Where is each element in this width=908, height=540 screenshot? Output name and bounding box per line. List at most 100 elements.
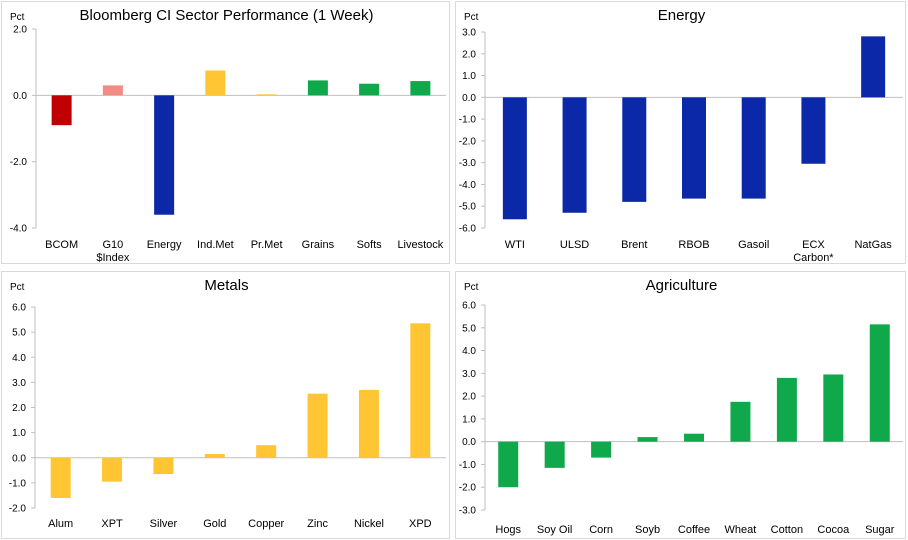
y-tick-label: -2.0 (459, 136, 477, 147)
category-label: Pr.Met (251, 239, 283, 251)
category-label: BCOM (45, 239, 78, 251)
y-tick-label: -3.0 (459, 158, 477, 169)
y-tick-label: 4.0 (12, 353, 26, 364)
category-label: ECX Carbon* (793, 239, 834, 264)
category-label: Coffee (678, 524, 710, 536)
category-label: Gold (203, 518, 226, 530)
sector-performance-chart: Bloomberg CI Sector Performance (1 Week)… (10, 7, 446, 264)
bar-pr-met (256, 94, 277, 96)
bar-ecx-carbon (801, 97, 826, 164)
category-label: Gasoil (738, 239, 769, 251)
category-label: RBOB (678, 239, 709, 251)
category-label: Energy (147, 239, 182, 251)
category-label: Corn (589, 524, 613, 536)
category-label: XPT (101, 518, 123, 530)
y-tick-label: 0.0 (12, 453, 26, 464)
bar-natgas (861, 36, 886, 98)
y-tick-label: 4.0 (462, 346, 476, 357)
chart-title: Metals (204, 277, 248, 294)
y-tick-label: -1.0 (9, 478, 27, 489)
category-label: Soyb (635, 524, 660, 536)
agriculture-panel: Agriculture Pct -3.0 -2.0 -1.0 0.0 1.0 2.0 3.0 4.… (455, 271, 906, 539)
bar-xpd (410, 323, 431, 458)
bar-brent (622, 97, 647, 202)
category-label: Softs (357, 239, 383, 251)
y-tick-label: 3.0 (12, 378, 26, 389)
category-label: Hogs (495, 524, 521, 536)
y-tick-label: -5.0 (459, 202, 477, 213)
bar-livestock (410, 81, 431, 96)
y-axis-unit-label: Pct (10, 282, 25, 293)
y-axis-unit-label: Pct (10, 12, 25, 23)
y-tick-label: -1.0 (459, 460, 477, 471)
y-tick-label: 0.0 (462, 93, 476, 104)
energy-panel: Energy Pct -6.0 -5.0 -4.0 -3.0 -2.0 -1.0 0.0 1.0 2… (455, 1, 906, 264)
y-tick-label: 2.0 (462, 49, 476, 60)
y-tick-label: -3.0 (459, 506, 477, 517)
bar-ind-met (205, 70, 226, 96)
bar-soyb (637, 437, 658, 442)
bar-g10-index (102, 85, 123, 96)
category-label: Grains (302, 239, 335, 251)
y-tick-label: 5.0 (462, 323, 476, 334)
y-tick-label: 1.0 (12, 428, 26, 439)
y-tick-label: 3.0 (462, 369, 476, 380)
category-label: Silver (150, 518, 178, 530)
sector-performance-panel: Bloomberg CI Sector Performance (1 Week)… (1, 1, 450, 264)
energy-chart: Energy Pct -6.0 -5.0 -4.0 -3.0 -2.0 -1.0 0.0 1.0 2… (459, 7, 903, 264)
bar-alum (50, 457, 71, 498)
y-tick-label: 0.0 (462, 437, 476, 448)
category-label: WTI (505, 239, 525, 251)
category-label: Wheat (725, 524, 757, 536)
y-tick-label: -2.0 (9, 504, 27, 515)
y-tick-label: 3.0 (462, 28, 476, 39)
bar-nickel (358, 389, 379, 458)
category-label: Alum (48, 518, 73, 530)
chart-title: Bloomberg CI Sector Performance (1 Week) (79, 7, 373, 24)
bar-hogs (498, 441, 519, 488)
y-tick-label: 1.0 (462, 414, 476, 425)
bar-soy-oil (544, 441, 565, 468)
y-tick-label: 6.0 (462, 301, 476, 312)
bar-energy (154, 95, 175, 215)
y-tick-label: 6.0 (12, 303, 26, 314)
category-label: Zinc (307, 518, 328, 530)
category-label: XPD (409, 518, 432, 530)
category-label: Livestock (397, 239, 443, 251)
y-axis-unit-label: Pct (464, 12, 479, 23)
chart-title: Agriculture (646, 277, 718, 294)
bar-cotton (776, 377, 797, 442)
category-label: G10 $Index (96, 239, 130, 264)
y-tick-label: -2.0 (10, 157, 28, 168)
bar-rbob (682, 97, 706, 199)
chart-title: Energy (658, 7, 706, 24)
y-tick-label: -6.0 (459, 224, 477, 235)
category-label: Brent (621, 239, 647, 251)
y-tick-label: 2.0 (13, 25, 27, 36)
bar-sugar (869, 324, 890, 442)
bar-wti (502, 97, 527, 220)
bar-copper (256, 445, 277, 458)
category-label: Soy Oil (537, 524, 572, 536)
category-label: Copper (248, 518, 284, 530)
metals-panel: Metals Pct -2.0 -1.0 0.0 1.0 2.0 3.0 4.0 5.0 6.0 Al… (1, 271, 450, 539)
y-tick-label: 5.0 (12, 328, 26, 339)
y-tick-label: 2.0 (462, 392, 476, 403)
metals-chart: Metals Pct -2.0 -1.0 0.0 1.0 2.0 3.0 4.0 5.0 6.0 Al… (9, 277, 446, 530)
y-tick-label: 1.0 (462, 71, 476, 82)
bar-gasoil (741, 97, 766, 199)
bar-grains (307, 80, 328, 96)
bar-softs (359, 83, 380, 96)
y-tick-label: -1.0 (459, 115, 477, 126)
category-label: Cocoa (817, 524, 850, 536)
bar-corn (591, 441, 612, 458)
bar-cocoa (823, 374, 844, 442)
bar-xpt (102, 457, 123, 482)
category-label: Cotton (771, 524, 803, 536)
bar-ulsd (562, 97, 587, 213)
y-tick-label: 2.0 (12, 403, 26, 414)
bar-bcom (51, 95, 72, 126)
bar-gold (204, 453, 225, 458)
category-label: Sugar (865, 524, 895, 536)
category-label: ULSD (560, 239, 589, 251)
